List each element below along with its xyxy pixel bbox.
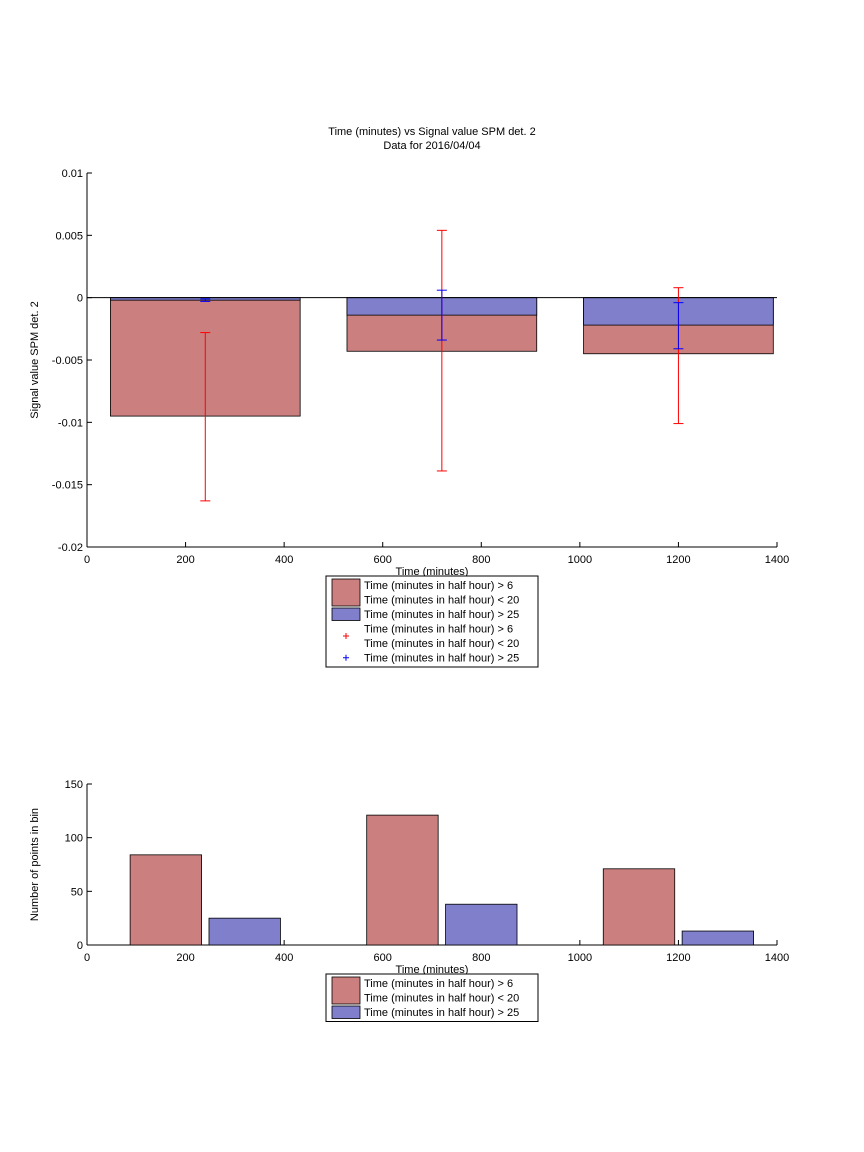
axes-0: 0 200 400 600 800 1000 1200 1400 -0.02 -0.015 -0.0…: [29, 168, 789, 578]
count-bar-series-1-2: [366, 814, 439, 946]
x-tick-label: 400: [275, 554, 293, 566]
count-bar-series-2-2: [445, 903, 518, 946]
y-axis-label: Number of points in bin: [29, 808, 41, 921]
chart-title: Time (minutes) vs Signal value SPM det. …: [328, 126, 535, 138]
bars-chart-2: [129, 814, 754, 946]
x-axis-label: Time (minutes): [396, 566, 469, 578]
x-tick-label: 400: [275, 952, 293, 964]
legend-label: Time (minutes in half hour) > 25: [364, 653, 519, 665]
legend-box: [325, 575, 539, 668]
y-tick-label: 0.01: [62, 168, 83, 180]
x-tick-label: 1400: [765, 554, 789, 566]
legend-chart-2: Time (minutes in half hour) > 6 Time (min…: [325, 973, 539, 1022]
x-tick-label: 1200: [666, 952, 690, 964]
y-tick-label: 150: [65, 779, 83, 791]
chart-subtitle: Data for 2016/04/04: [383, 140, 480, 152]
x-tick-label: 800: [472, 554, 490, 566]
x-axis-label: Time (minutes): [396, 964, 469, 976]
legend-swatch: [331, 607, 361, 621]
legend-label: Time (minutes in half hour) > 6 Time (min…: [364, 580, 519, 607]
y-tick-label: -0.005: [52, 355, 83, 367]
y-tick-label: 0.005: [55, 230, 83, 242]
x-tick-label: 1000: [568, 554, 592, 566]
y-tick-label: 0: [77, 940, 83, 952]
x-tick-label: 0: [84, 554, 90, 566]
legend-label: Time (minutes in half hour) > 6 Time (min…: [364, 978, 519, 1005]
y-tick-label: -0.02: [58, 542, 83, 554]
count-bar-series-1-3: [602, 868, 676, 946]
x-tick-label: 1400: [765, 952, 789, 964]
error-bars-2: [200, 289, 684, 350]
y-tick-label: -0.015: [52, 480, 83, 492]
x-tick-label: 200: [176, 554, 194, 566]
bars-chart-1: [87, 297, 777, 417]
count-bar-series-2-1: [208, 917, 281, 946]
count-bar-series-1-1: [129, 854, 202, 946]
y-tick-label: 0: [77, 293, 83, 305]
count-bar-series-2-3: [681, 930, 754, 946]
y-tick-label: -0.01: [58, 417, 83, 429]
x-tick-label: 200: [176, 952, 194, 964]
legend-label: Time (minutes in half hour) > 6 Time (min…: [364, 624, 519, 651]
legend-box: [325, 973, 539, 1022]
legend-swatch: [331, 976, 361, 1005]
x-tick-label: 0: [84, 952, 90, 964]
x-tick-label: 1000: [568, 952, 592, 964]
y-tick-label: 50: [71, 886, 83, 898]
legend-swatch: [331, 1005, 361, 1019]
y-tick-label: 100: [65, 833, 83, 845]
legend-label: Time (minutes in half hour) > 25: [364, 609, 519, 621]
x-tick-label: 600: [374, 554, 392, 566]
y-axis-label: Signal value SPM det. 2: [29, 301, 41, 418]
legend-label: Time (minutes in half hour) > 25: [364, 1007, 519, 1019]
x-tick-label: 600: [374, 952, 392, 964]
x-tick-label: 800: [472, 952, 490, 964]
legend-swatch: [331, 578, 361, 607]
legend-chart-1: Time (minutes in half hour) > 6 Time (min…: [325, 575, 539, 668]
x-tick-label: 1200: [666, 554, 690, 566]
